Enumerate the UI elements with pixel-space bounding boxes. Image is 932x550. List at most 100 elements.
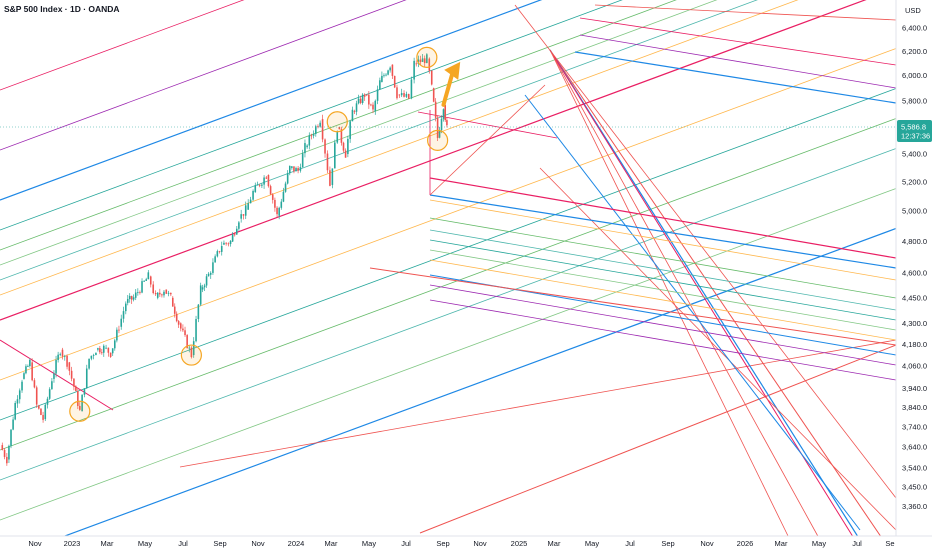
drawing-line[interactable] [417, 111, 558, 139]
drawing-line[interactable] [0, 188, 897, 521]
x-tick-label: Jul [852, 539, 862, 548]
time-axis[interactable] [0, 536, 932, 550]
candle-body [297, 168, 299, 171]
drawing-line[interactable] [429, 217, 897, 299]
drawing-line[interactable] [0, 148, 897, 481]
drawing-line[interactable] [539, 167, 897, 531]
x-tick-label: Se [885, 539, 894, 548]
candle-body [225, 242, 227, 244]
drawing-layer[interactable] [0, 0, 897, 550]
candle-body [57, 354, 59, 360]
drawing-line[interactable] [0, 0, 896, 201]
candle-body [147, 272, 150, 280]
y-tick-label: 3,450.0 [902, 482, 927, 491]
candle-body [116, 329, 118, 341]
drawing-line[interactable] [579, 34, 897, 89]
drawing-line[interactable] [549, 49, 821, 541]
drawing-line[interactable] [429, 177, 897, 259]
drawing-line[interactable] [0, 88, 897, 421]
highlight-circle[interactable] [427, 129, 449, 152]
x-tick-labels: Nov 2023 Mar May Jul Sep Nov 2024 Mar May Jul Sep No… [28, 539, 894, 548]
drawing-line[interactable] [514, 4, 897, 499]
price-axis[interactable] [896, 0, 932, 550]
annotations-layer[interactable] [69, 46, 461, 422]
candle-body [238, 222, 240, 229]
drawing-line[interactable] [0, 0, 896, 296]
drawing-line[interactable] [429, 249, 897, 331]
drawing-line[interactable] [419, 344, 897, 534]
drawing-line[interactable] [0, 0, 896, 266]
candle-body [235, 228, 238, 235]
drawing-line[interactable] [429, 299, 897, 381]
candle-body [21, 381, 23, 391]
x-tick-label: 2024 [288, 539, 305, 548]
drawing-line[interactable] [549, 49, 861, 541]
candle-body [359, 98, 362, 103]
candle-body [188, 347, 191, 349]
drawing-line[interactable] [0, 0, 896, 231]
drawing-line[interactable] [429, 199, 897, 281]
candle-body [120, 318, 123, 327]
candle-body [161, 294, 163, 296]
drawing-line[interactable] [0, 0, 896, 281]
candle-body [31, 362, 33, 381]
drawing-line[interactable] [429, 229, 897, 311]
drawing-line[interactable] [0, 0, 896, 91]
candle-body [381, 75, 383, 82]
drawing-line[interactable] [574, 51, 897, 104]
candle-body [73, 378, 75, 387]
drawing-line[interactable] [429, 84, 546, 196]
drawing-line[interactable] [594, 4, 897, 21]
drawing-line[interactable] [0, 0, 896, 151]
drawing-line[interactable] [0, 339, 114, 411]
drawing-line[interactable] [0, 227, 897, 550]
candle-body [385, 74, 387, 76]
drawing-line[interactable] [524, 94, 861, 531]
candle-body [383, 75, 385, 77]
bar-countdown: 12:37:36 [901, 132, 930, 141]
drawing-line[interactable] [0, 48, 897, 381]
highlight-circle[interactable] [69, 400, 91, 422]
candle-body [3, 449, 6, 457]
candle-body [334, 142, 336, 169]
drawing-line[interactable] [0, 118, 897, 451]
arrow-shaft[interactable] [441, 71, 455, 107]
candle-body [351, 109, 354, 122]
y-tick-label: 6,000.0 [902, 71, 927, 80]
drawing-line[interactable] [179, 339, 897, 468]
candle-body [1, 445, 4, 450]
y-tick-label: 3,360.0 [902, 502, 927, 511]
drawing-line[interactable] [0, 0, 896, 321]
drawing-line[interactable] [369, 267, 897, 346]
y-tick-label: 4,600.0 [902, 269, 927, 278]
candle-body [240, 214, 242, 219]
candle-body [101, 352, 103, 354]
candle-body [400, 93, 403, 96]
candle-body [321, 119, 324, 140]
x-tick-label: May [138, 539, 152, 548]
drawing-line[interactable] [579, 17, 897, 66]
arrow-head[interactable] [444, 61, 461, 80]
candle-body [18, 390, 21, 400]
candle-body [113, 340, 116, 349]
highlight-circle[interactable] [180, 344, 202, 366]
y-tick-label: 4,180.0 [902, 340, 927, 349]
drawing-line[interactable] [429, 194, 897, 269]
drawing-line[interactable] [429, 239, 897, 321]
candle-body [331, 168, 334, 185]
candle-body [70, 370, 73, 379]
highlight-circle[interactable] [416, 46, 438, 68]
candle-body [365, 94, 368, 96]
candle-body [40, 408, 42, 415]
y-tick-label: 5,000.0 [902, 207, 927, 216]
drawing-line[interactable] [429, 284, 897, 366]
drawing-line[interactable] [549, 49, 791, 541]
drawing-line[interactable] [549, 49, 856, 541]
candle-body [393, 75, 396, 88]
candle-body [387, 70, 389, 75]
drawing-line[interactable] [429, 259, 897, 341]
candle-body [201, 287, 204, 290]
candle-body [212, 262, 214, 273]
highlight-circle[interactable] [326, 111, 348, 133]
